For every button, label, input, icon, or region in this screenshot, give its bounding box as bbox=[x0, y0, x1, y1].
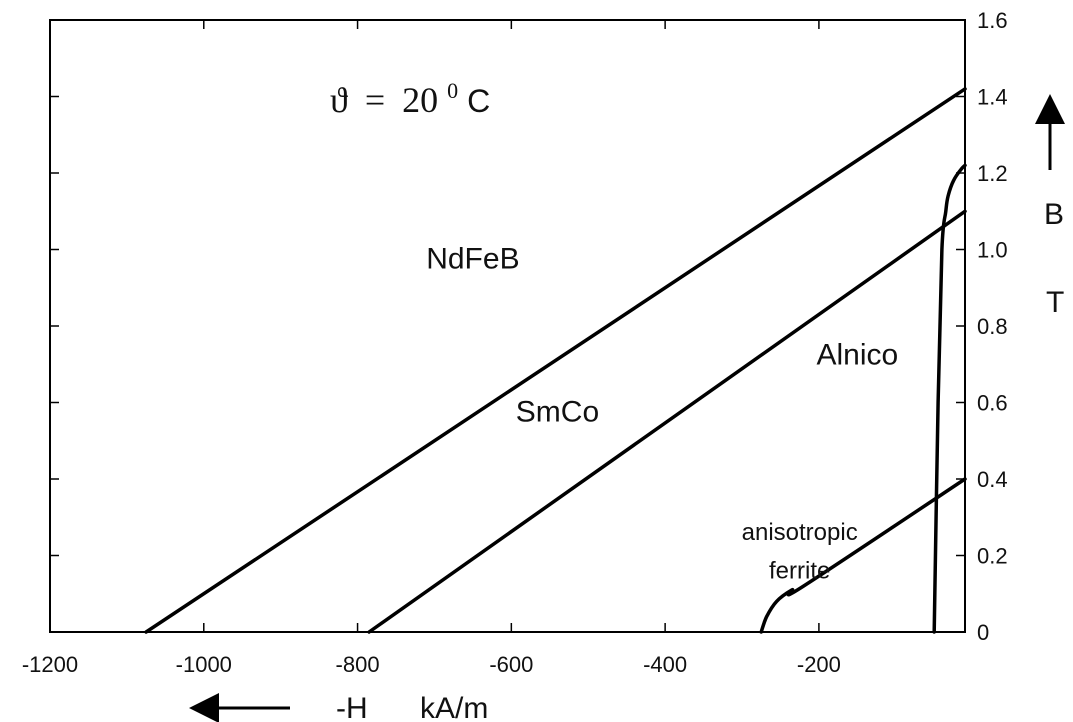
series-label-smco: SmCo bbox=[516, 396, 599, 429]
y-tick-label: 1.4 bbox=[977, 85, 1008, 110]
y-tick-label: 1.0 bbox=[977, 238, 1008, 263]
y-tick-label: 1.2 bbox=[977, 161, 1008, 186]
x-tick-label: -1000 bbox=[176, 652, 232, 677]
series-label-ndfeb: NdFeB bbox=[426, 243, 519, 276]
series-label-alnico: Alnico bbox=[816, 338, 898, 371]
y-axis-unit: T bbox=[1046, 286, 1064, 319]
y-tick-label: 0.8 bbox=[977, 314, 1008, 339]
x-tick-label: -400 bbox=[643, 652, 687, 677]
y-axis-symbol: B bbox=[1044, 198, 1064, 231]
series-label-anisotropic: anisotropic bbox=[742, 519, 858, 546]
y-tick-label: 1.6 bbox=[977, 8, 1008, 33]
series-label-ferrite: ferrite bbox=[769, 557, 830, 584]
y-tick-label: 0 bbox=[977, 620, 989, 645]
y-tick-label: 0.4 bbox=[977, 467, 1008, 492]
x-tick-label: -200 bbox=[797, 652, 841, 677]
condition-label: ϑ = 20 0 C bbox=[330, 66, 490, 120]
x-tick-label: -600 bbox=[489, 652, 533, 677]
series-line-ndfeb bbox=[144, 87, 967, 634]
series-line-alnico bbox=[932, 163, 967, 634]
x-axis-unit: kA/m bbox=[420, 692, 488, 722]
x-tick-label: -800 bbox=[336, 652, 380, 677]
x-tick-label: -1200 bbox=[22, 652, 78, 677]
series-line-smco bbox=[367, 209, 967, 634]
x-axis-symbol: -H bbox=[336, 692, 368, 722]
y-tick-label: 0.6 bbox=[977, 391, 1008, 416]
series-line-anisotropic-ferrite bbox=[759, 477, 967, 634]
y-tick-label: 0.2 bbox=[977, 544, 1008, 569]
